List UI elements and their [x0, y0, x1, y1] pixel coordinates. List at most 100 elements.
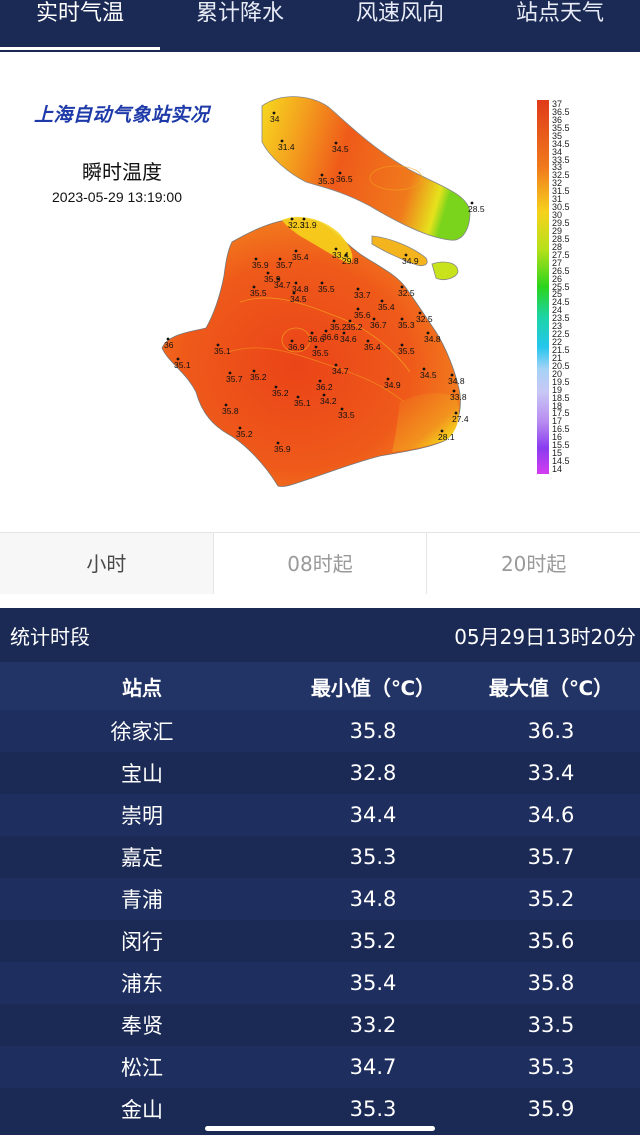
- tab-realtime-temperature[interactable]: 实时气温: [0, 0, 160, 52]
- station-marker: [272, 111, 276, 115]
- station-value-label: 35.6: [354, 310, 371, 320]
- station-value-label: 35.2: [272, 388, 289, 398]
- station-name-cell: 奉贤: [121, 1014, 163, 1038]
- max-value-cell: 35.3: [527, 1055, 575, 1079]
- station-marker: [450, 373, 454, 377]
- station-value-label: 35.1: [294, 398, 311, 408]
- station-value-label: 35.9: [252, 260, 269, 270]
- scale-tick-label: 33: [552, 162, 563, 173]
- max-value-cell: 33.5: [527, 1013, 575, 1037]
- tab-accumulated-precipitation[interactable]: 累计降水: [195, 1, 284, 26]
- home-indicator: [205, 1126, 435, 1131]
- station-value-label: 33.8: [450, 392, 467, 402]
- station-marker: [454, 411, 458, 415]
- station-value-label: 35.9: [274, 444, 291, 454]
- table-row: 崇明 34.4 34.6: [0, 794, 640, 836]
- station-value-label: 34.9: [402, 256, 419, 266]
- temperature-scale-labels: 37 36.5 36 35.5 35 34.5 34 33.5 33 32.5 32 31.5 31 30…: [552, 100, 592, 474]
- scale-tick-label: 34.5: [552, 138, 570, 149]
- scale-tick-label: 29: [552, 225, 563, 236]
- scale-tick-label: 27.5: [552, 249, 570, 260]
- table-row: 徐家汇 35.8 36.3: [0, 710, 640, 752]
- station-value-label: 34.2: [320, 396, 337, 406]
- station-marker: [296, 395, 300, 399]
- scale-tick-label: 17.5: [552, 408, 570, 419]
- scale-tick-label: 31.5: [552, 186, 570, 197]
- period-selector: 小时 08时起 20时起: [0, 532, 640, 594]
- station-stats-table: 站点 最小值（℃） 最大值（℃） 徐家汇 35.8 36.3 宝山 32.8 33.4 崇明…: [0, 662, 640, 1130]
- station-marker: [380, 299, 384, 303]
- contour-line: [227, 347, 405, 403]
- station-marker: [338, 171, 342, 175]
- station-name-cell: 宝山: [121, 762, 163, 786]
- station-marker: [276, 441, 280, 445]
- station-value-label: 33.7: [354, 290, 371, 300]
- station-value-label: 27.4: [452, 414, 469, 424]
- divider: [0, 594, 640, 608]
- station-value-label: 36: [164, 340, 174, 350]
- period-hour-button[interactable]: 小时: [0, 533, 214, 594]
- station-value-label: 35.5: [398, 346, 415, 356]
- scale-tick-label: 32: [552, 178, 563, 189]
- station-marker: [322, 393, 326, 397]
- station-marker: [334, 141, 338, 145]
- station-marker: [302, 217, 306, 221]
- station-value-label: 33.5: [338, 410, 355, 420]
- table-body: 徐家汇 35.8 36.3 宝山 32.8 33.4 崇明 34.4 34.6 嘉定 35.3 35.…: [0, 710, 640, 1130]
- scale-tick-label: 30: [552, 210, 563, 221]
- southeast-coast: [392, 393, 459, 452]
- station-name-cell: 徐家汇: [110, 720, 174, 744]
- station-value-label: 34.6: [340, 334, 357, 344]
- scale-tick-label: 14: [552, 464, 563, 474]
- scale-tick-label: 19.5: [552, 376, 570, 387]
- scale-tick-label: 20.5: [552, 360, 570, 371]
- stats-period-value: 05月29日13时20分: [454, 625, 636, 649]
- scale-tick-label: 28: [552, 241, 563, 252]
- station-value-label: 34.8: [448, 376, 465, 386]
- station-marker: [252, 369, 256, 373]
- station-marker: [400, 285, 404, 289]
- min-value-cell: 34.4: [349, 803, 397, 827]
- table-row: 金山 35.3 35.9: [0, 1088, 640, 1130]
- scale-tick-label: 23: [552, 321, 563, 332]
- contour-line: [369, 165, 423, 191]
- period-from-08-button[interactable]: 08时起: [214, 533, 428, 594]
- tab-wind[interactable]: 风速风向: [355, 1, 444, 26]
- contour-line: [281, 327, 311, 353]
- map-timestamp: 2023-05-29 13:19:00: [52, 189, 182, 205]
- station-marker: [422, 367, 426, 371]
- station-value-label: 29.8: [342, 256, 359, 266]
- station-value-label: 35.3: [398, 320, 415, 330]
- table-row: 宝山 32.8 33.4: [0, 752, 640, 794]
- station-marker: [314, 345, 318, 349]
- station-marker: [310, 331, 314, 335]
- station-value-label: 35.9: [264, 274, 281, 284]
- tab-station-weather[interactable]: 站点天气: [515, 1, 604, 26]
- station-marker: [372, 317, 376, 321]
- station-marker: [318, 379, 322, 383]
- min-value-cell: 33.2: [349, 1013, 397, 1037]
- table-row: 青浦 34.8 35.2: [0, 878, 640, 920]
- changxing-island: [371, 235, 428, 266]
- scale-tick-label: 25.5: [552, 281, 570, 292]
- temperature-color-scale: [537, 100, 549, 474]
- station-marker: [224, 403, 228, 407]
- max-value-cell: 35.6: [527, 929, 575, 953]
- min-value-cell: 35.3: [349, 845, 397, 869]
- station-marker: [276, 277, 280, 281]
- scale-tick-label: 21.5: [552, 344, 570, 355]
- station-marker: [252, 285, 256, 289]
- period-from-20-button[interactable]: 20时起: [500, 552, 567, 576]
- min-value-cell: 32.8: [349, 761, 397, 785]
- station-value-label: 35.7: [226, 374, 243, 384]
- station-marker: [254, 257, 258, 261]
- station-marker: [418, 311, 422, 315]
- scale-tick-label: 21: [552, 352, 563, 363]
- station-marker: [342, 331, 346, 335]
- table-row: 嘉定 35.3 35.7: [0, 836, 640, 878]
- station-value-label: 35.2: [236, 429, 253, 439]
- scale-tick-label: 29.5: [552, 218, 570, 229]
- station-value-label: 35.3: [318, 176, 335, 186]
